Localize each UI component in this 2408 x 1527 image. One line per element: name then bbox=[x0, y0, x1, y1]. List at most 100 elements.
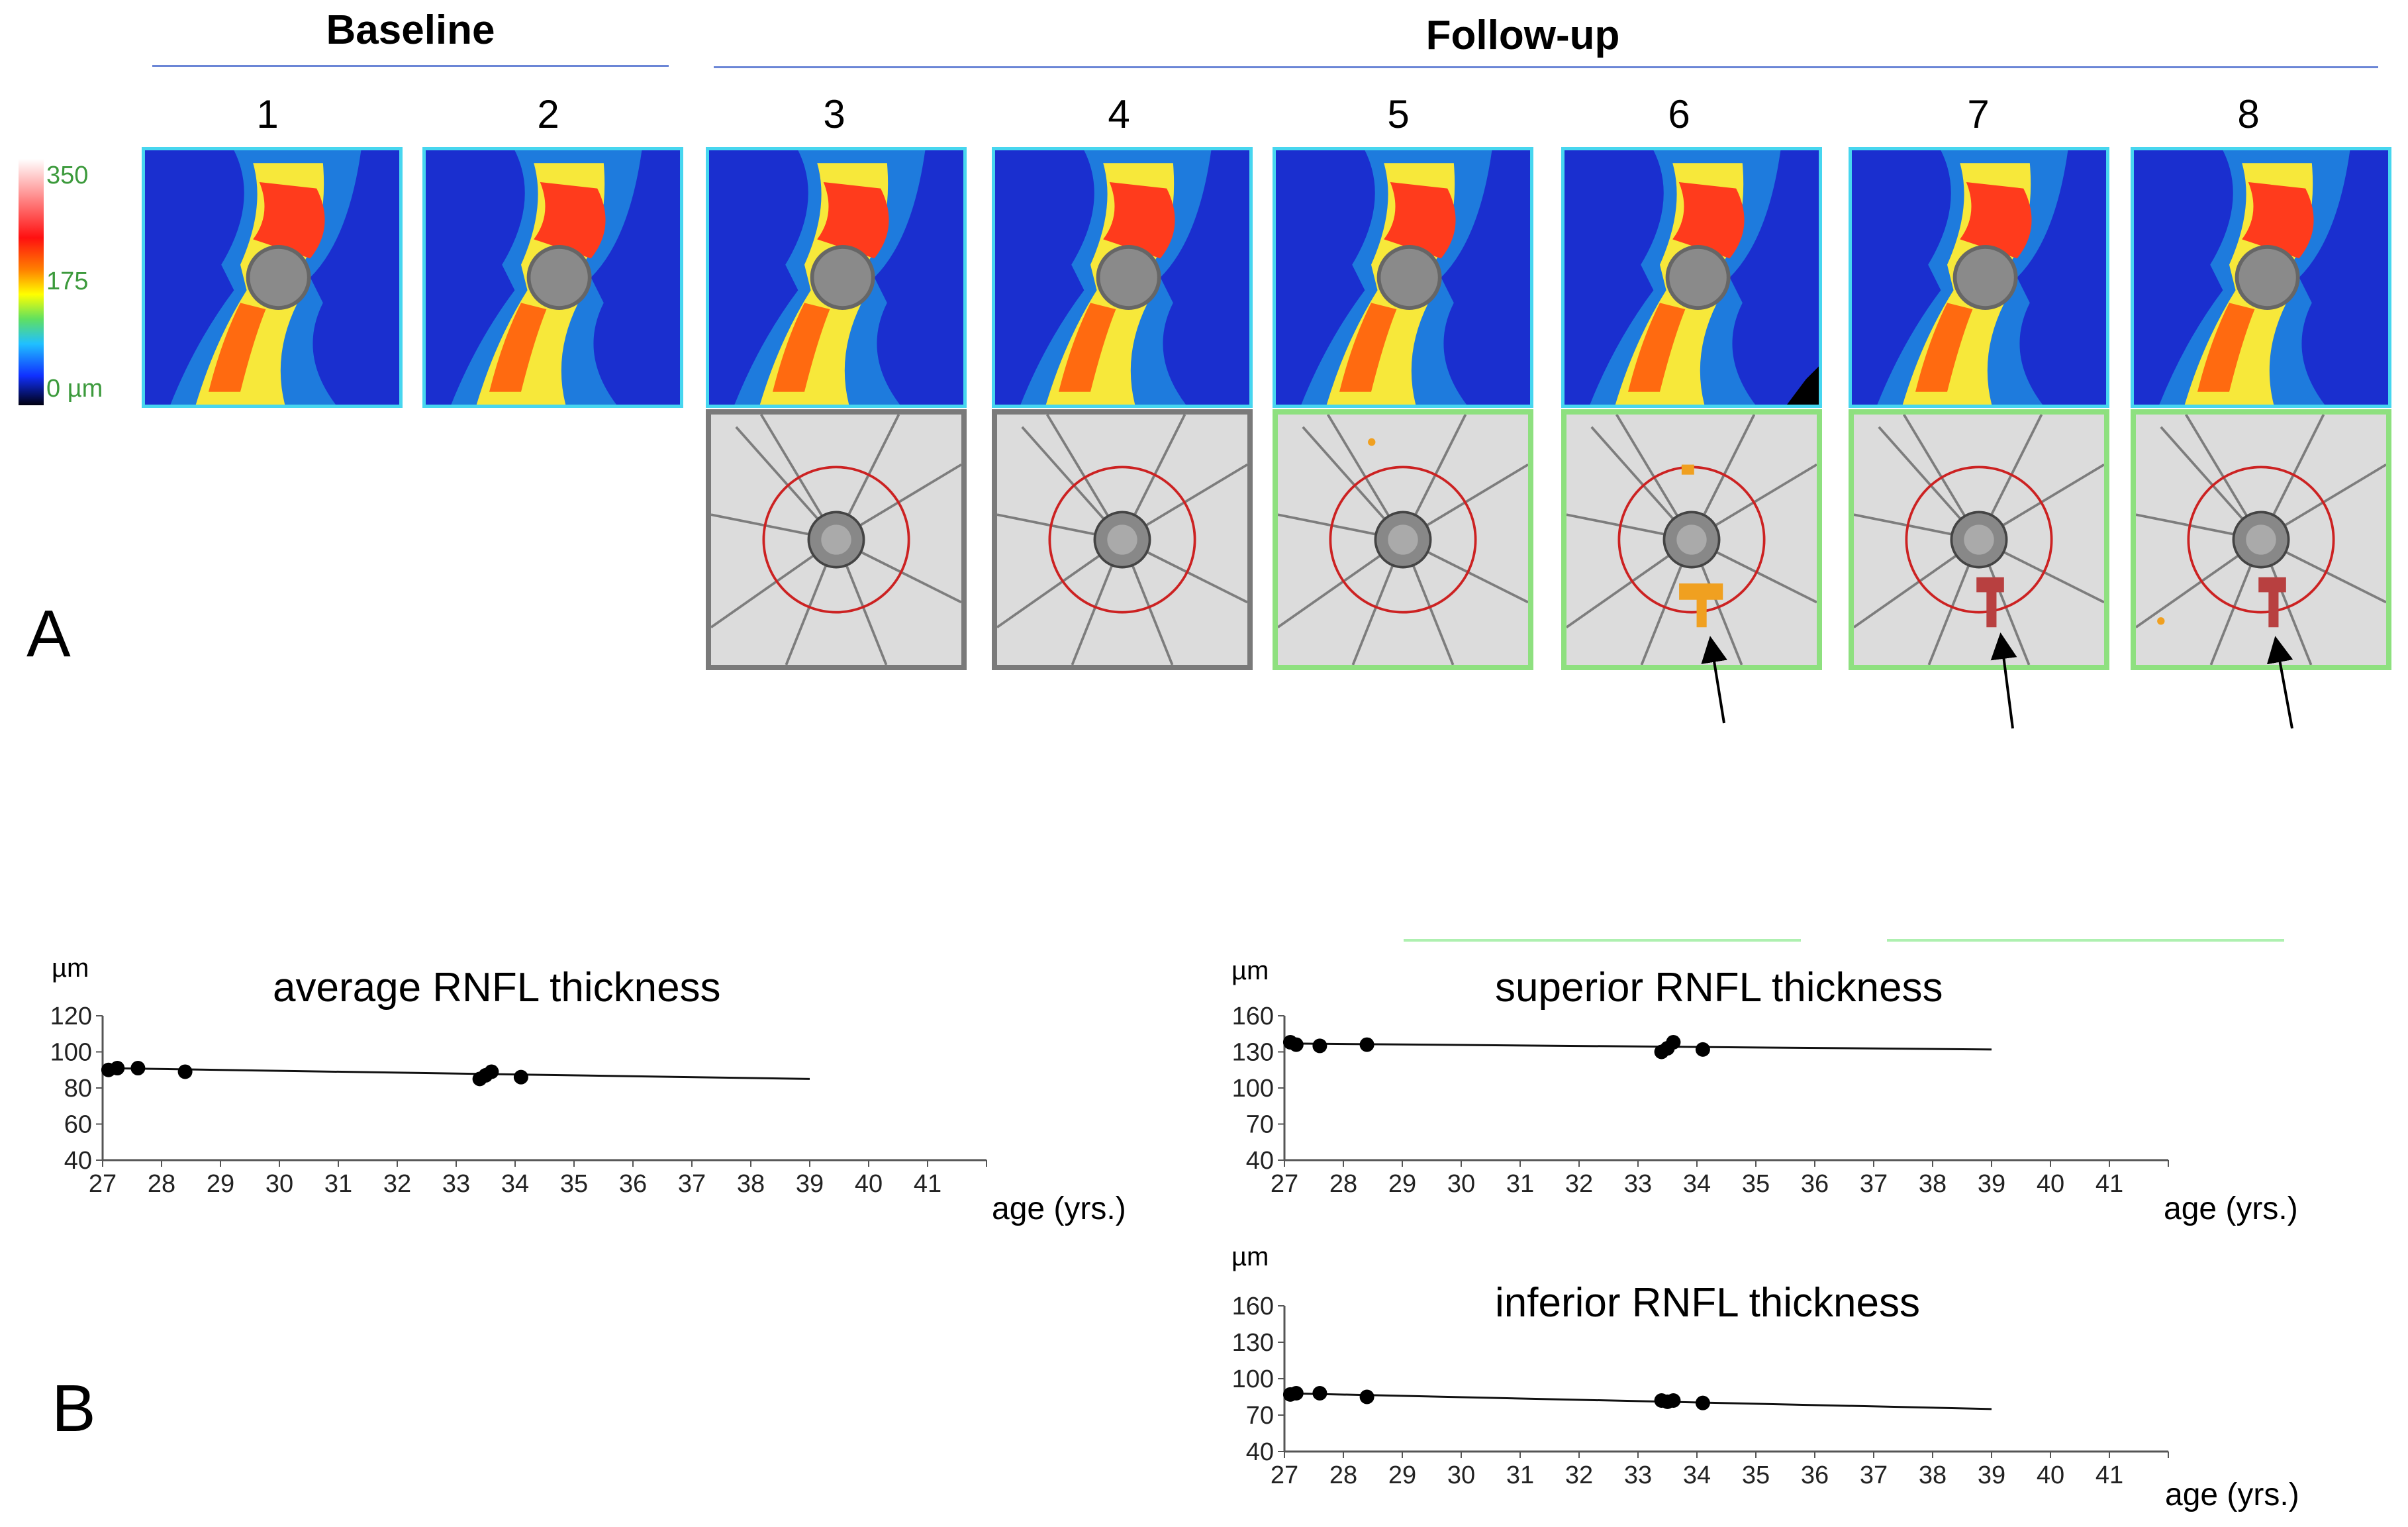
y-tick-label: 80 bbox=[64, 1075, 92, 1103]
thickness-map-7 bbox=[1849, 147, 2109, 408]
data-point bbox=[1312, 1038, 1327, 1054]
x-tick-label: 37 bbox=[1860, 1170, 1888, 1198]
thickness-map-4 bbox=[992, 147, 1253, 408]
data-point bbox=[1288, 1386, 1304, 1401]
y-tick-label: 120 bbox=[50, 1003, 92, 1030]
data-point bbox=[1666, 1393, 1681, 1408]
chart2-xlabel: age (yrs.) bbox=[2164, 1191, 2298, 1226]
chart3-plot: 27 28 29 30 31 32 33 34 35 36 37 38 39 40 41 40 70 100 130… bbox=[1232, 1293, 2169, 1489]
chart3-ylabel: µm bbox=[1231, 1242, 1269, 1271]
panel-label-a: A bbox=[26, 597, 71, 671]
x-tick-label: 31 bbox=[1506, 1461, 1534, 1489]
x-tick-label: 35 bbox=[1742, 1170, 1770, 1198]
y-tick-label: 60 bbox=[64, 1111, 92, 1139]
thickness-map-8 bbox=[2131, 147, 2391, 408]
scale-label-max: 350 bbox=[46, 162, 89, 189]
x-tick-label: 31 bbox=[1506, 1170, 1534, 1198]
x-tick-label: 29 bbox=[1388, 1461, 1416, 1489]
scale-label-min: 0 µm bbox=[46, 375, 103, 403]
x-tick-label: 36 bbox=[619, 1170, 647, 1198]
data-point bbox=[1695, 1395, 1710, 1410]
x-tick-label: 33 bbox=[1624, 1461, 1652, 1489]
data-point bbox=[1666, 1034, 1681, 1050]
thickness-map-2 bbox=[422, 147, 683, 408]
chart1-xlabel: age (yrs.) bbox=[992, 1191, 1126, 1226]
y-tick-label: 130 bbox=[1232, 1329, 1274, 1357]
scan-number-5: 5 bbox=[1387, 92, 1410, 136]
chart1-ylabel: µm bbox=[52, 954, 89, 983]
green-divider-left bbox=[1404, 939, 1801, 942]
x-tick-label: 37 bbox=[678, 1170, 706, 1198]
x-tick-label: 41 bbox=[2095, 1170, 2123, 1198]
x-tick-label: 29 bbox=[207, 1170, 234, 1198]
x-tick-label: 40 bbox=[2037, 1170, 2064, 1198]
x-tick-label: 39 bbox=[1978, 1461, 2005, 1489]
x-tick-label: 33 bbox=[1624, 1170, 1652, 1198]
x-tick-label: 28 bbox=[1329, 1461, 1357, 1489]
x-tick-label: 33 bbox=[442, 1170, 470, 1198]
scan-number-2: 2 bbox=[537, 92, 559, 136]
data-point bbox=[110, 1061, 125, 1076]
followup-underline bbox=[714, 66, 2378, 68]
data-point bbox=[484, 1064, 499, 1079]
x-tick-label: 36 bbox=[1801, 1461, 1829, 1489]
x-tick-label: 32 bbox=[1565, 1461, 1593, 1489]
thickness-map-1 bbox=[142, 147, 403, 408]
trend-line bbox=[102, 1067, 810, 1080]
x-tick-label: 30 bbox=[1447, 1170, 1475, 1198]
x-tick-label: 35 bbox=[1742, 1461, 1770, 1489]
x-tick-label: 31 bbox=[324, 1170, 352, 1198]
x-tick-label: 40 bbox=[855, 1170, 883, 1198]
y-tick-label: 100 bbox=[50, 1039, 92, 1067]
fundus-image-4 bbox=[992, 409, 1253, 670]
x-tick-label: 34 bbox=[1683, 1170, 1711, 1198]
scan-number-6: 6 bbox=[1668, 92, 1690, 136]
x-tick-label: 37 bbox=[1860, 1461, 1888, 1489]
fundus-image-6 bbox=[1561, 409, 1822, 670]
scan-number-1: 1 bbox=[256, 92, 279, 136]
trend-line bbox=[1284, 1392, 1992, 1410]
x-tick-label: 35 bbox=[560, 1170, 588, 1198]
x-tick-label: 39 bbox=[796, 1170, 824, 1198]
y-tick-label: 160 bbox=[1232, 1003, 1274, 1030]
data-point bbox=[1359, 1389, 1374, 1404]
x-tick-label: 32 bbox=[383, 1170, 411, 1198]
x-tick-label: 32 bbox=[1565, 1170, 1593, 1198]
x-tick-label: 30 bbox=[1447, 1461, 1475, 1489]
thickness-map-6 bbox=[1561, 147, 1822, 408]
x-tick-label: 38 bbox=[1919, 1461, 1947, 1489]
fundus-image-3 bbox=[706, 409, 967, 670]
scale-label-mid: 175 bbox=[46, 268, 89, 295]
scan-number-7: 7 bbox=[1967, 92, 1990, 136]
data-point bbox=[1312, 1386, 1327, 1401]
trend-line bbox=[1284, 1042, 1992, 1051]
data-point bbox=[513, 1069, 528, 1085]
fundus-image-8 bbox=[2131, 409, 2391, 670]
y-tick-label: 40 bbox=[1246, 1147, 1274, 1175]
baseline-underline bbox=[152, 65, 669, 67]
data-point bbox=[1695, 1042, 1710, 1057]
x-tick-label: 41 bbox=[914, 1170, 941, 1198]
x-tick-label: 27 bbox=[1271, 1461, 1298, 1489]
y-tick-label: 70 bbox=[1246, 1402, 1274, 1430]
fundus-image-5 bbox=[1273, 409, 1533, 670]
y-tick-label: 100 bbox=[1232, 1075, 1274, 1103]
x-tick-label: 28 bbox=[148, 1170, 175, 1198]
x-tick-label: 28 bbox=[1329, 1170, 1357, 1198]
chart1-plot: 27 28 29 30 31 32 33 34 35 36 37 38 39 40 41 40 60 80 100 1… bbox=[50, 1003, 987, 1198]
chart2-title: superior RNFL thickness bbox=[1495, 965, 1943, 1010]
y-tick-label: 100 bbox=[1232, 1365, 1274, 1393]
followup-header: Follow-up bbox=[1425, 13, 1620, 58]
x-tick-label: 36 bbox=[1801, 1170, 1829, 1198]
baseline-header: Baseline bbox=[326, 7, 495, 53]
y-tick-label: 70 bbox=[1246, 1111, 1274, 1139]
x-tick-label: 34 bbox=[1683, 1461, 1711, 1489]
chart2-ylabel: µm bbox=[1231, 956, 1269, 985]
y-tick-label: 40 bbox=[64, 1147, 92, 1175]
scan-number-3: 3 bbox=[823, 92, 845, 136]
thickness-map-3 bbox=[706, 147, 967, 408]
green-divider-right bbox=[1887, 939, 2284, 942]
scan-number-4: 4 bbox=[1108, 92, 1130, 136]
x-tick-label: 39 bbox=[1978, 1170, 2005, 1198]
x-tick-label: 27 bbox=[89, 1170, 117, 1198]
